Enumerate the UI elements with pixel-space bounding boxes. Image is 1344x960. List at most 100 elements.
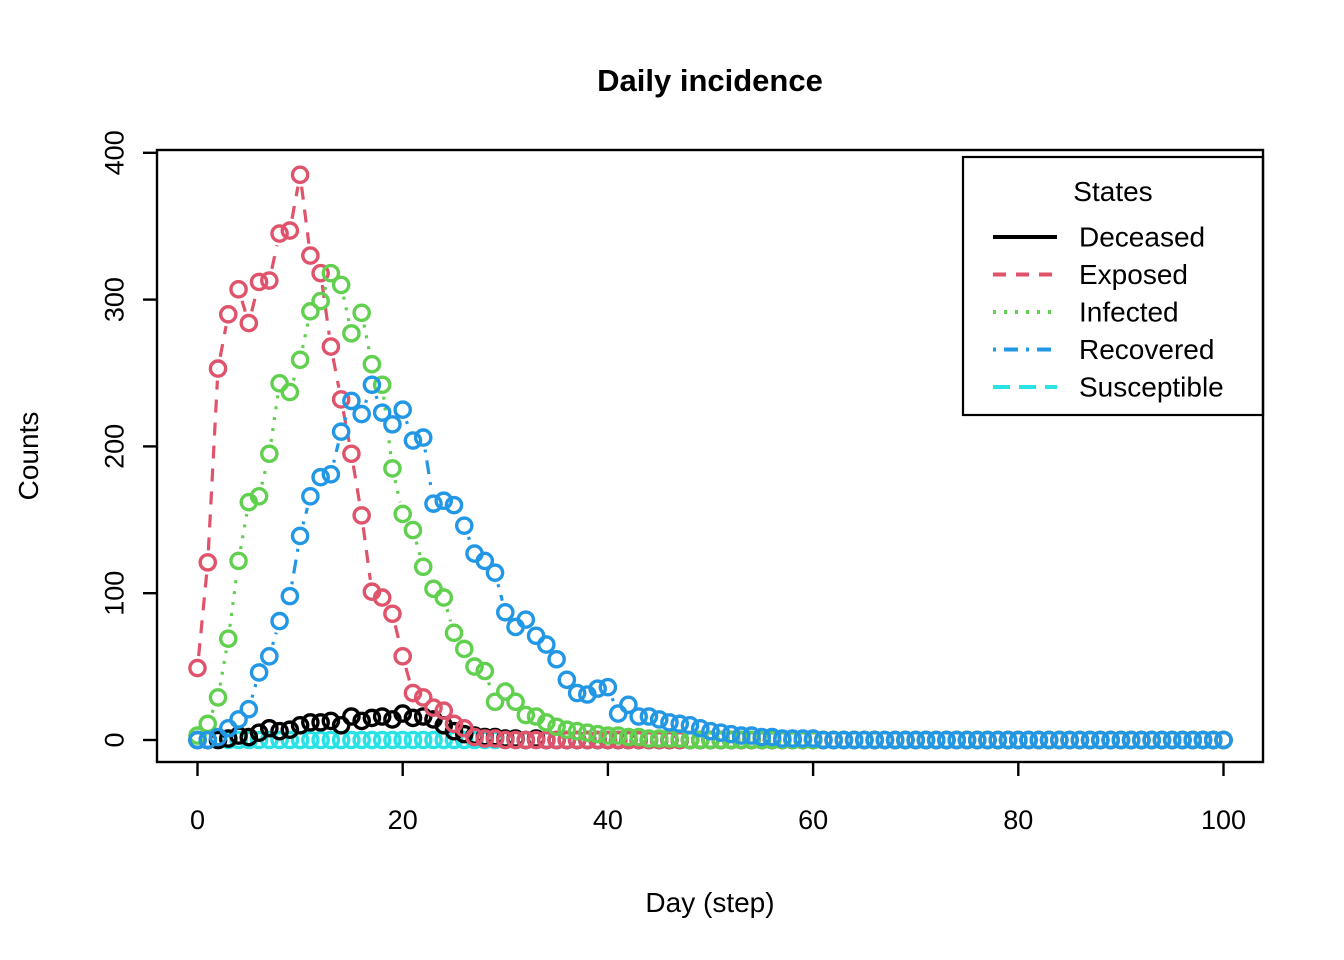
point (495, 602, 515, 622)
point (444, 623, 464, 643)
point (855, 730, 874, 750)
point (475, 661, 495, 681)
series-segment (300, 186, 311, 244)
point (260, 271, 279, 290)
point (270, 611, 289, 631)
point (896, 730, 915, 750)
point (239, 313, 259, 333)
series-segment (323, 283, 329, 291)
point (988, 730, 1008, 750)
x-tick-label: 80 (1003, 805, 1033, 835)
point (301, 713, 320, 732)
point (875, 730, 895, 750)
point (383, 604, 402, 624)
point (660, 713, 679, 732)
legend-entry-exposed: Exposed (993, 259, 1188, 290)
point (342, 324, 361, 343)
point (1214, 730, 1233, 750)
point (362, 354, 382, 374)
series-segment (206, 380, 219, 551)
series-segment (197, 574, 209, 657)
point (342, 444, 361, 464)
series-segment (250, 293, 258, 312)
point (485, 692, 505, 712)
point (321, 711, 341, 731)
point (249, 272, 269, 292)
point (218, 729, 238, 748)
x-tick-label: 40 (593, 805, 623, 835)
point (506, 692, 525, 712)
point (670, 714, 690, 734)
point (495, 730, 515, 750)
legend-label: Infected (1079, 297, 1179, 328)
point (434, 588, 454, 607)
point (198, 714, 218, 734)
point (311, 730, 330, 750)
point (311, 713, 330, 732)
series-root (188, 165, 1233, 750)
point (537, 713, 556, 732)
point (465, 727, 484, 747)
x-axis-ticks: 0 20 40 60 80 100 (190, 762, 1246, 835)
point (362, 708, 382, 728)
point (290, 165, 310, 185)
legend-label: Exposed (1079, 259, 1188, 290)
point (1091, 730, 1110, 750)
plot-box (155, 148, 1265, 764)
point (321, 263, 341, 283)
point (762, 727, 782, 747)
x-tick-label: 0 (190, 805, 205, 835)
point (588, 724, 607, 744)
point (495, 682, 515, 701)
point (721, 724, 741, 744)
point (1152, 730, 1172, 750)
series-segment (414, 541, 422, 556)
series-segment (374, 395, 380, 402)
point (1039, 730, 1059, 750)
point (526, 730, 546, 750)
point (301, 302, 320, 321)
point (260, 647, 279, 666)
point (434, 491, 454, 511)
point (475, 551, 495, 571)
point (814, 730, 833, 750)
series-deceased (188, 704, 1233, 750)
point (547, 730, 566, 750)
y-tick-label: 0 (99, 732, 129, 747)
point (229, 710, 248, 729)
point (1193, 730, 1213, 750)
point (424, 698, 443, 718)
point (249, 487, 269, 506)
y-tick-label: 300 (99, 277, 129, 322)
point (578, 723, 597, 742)
series-segment (393, 625, 402, 646)
point (680, 716, 700, 735)
point (465, 657, 484, 676)
point (270, 730, 289, 750)
point (383, 730, 402, 750)
point (301, 246, 320, 265)
chart-title: Daily incidence (597, 63, 823, 98)
point (803, 729, 823, 748)
point (270, 224, 289, 243)
legend-label: Deceased (1079, 222, 1205, 253)
point (1050, 730, 1069, 750)
point (742, 726, 761, 745)
series-segment (210, 708, 216, 714)
series-segment (301, 322, 310, 349)
point (793, 729, 813, 748)
series-segment (331, 358, 341, 388)
point (598, 677, 618, 697)
point (342, 707, 361, 726)
point (239, 727, 259, 747)
series-segment (364, 395, 370, 404)
legend-title: States (1073, 176, 1152, 207)
point (198, 730, 218, 750)
point (711, 723, 731, 742)
point (629, 707, 648, 726)
point (1060, 730, 1079, 750)
series-segment (404, 667, 412, 682)
point (218, 304, 238, 324)
point (413, 428, 433, 447)
point (547, 649, 566, 669)
